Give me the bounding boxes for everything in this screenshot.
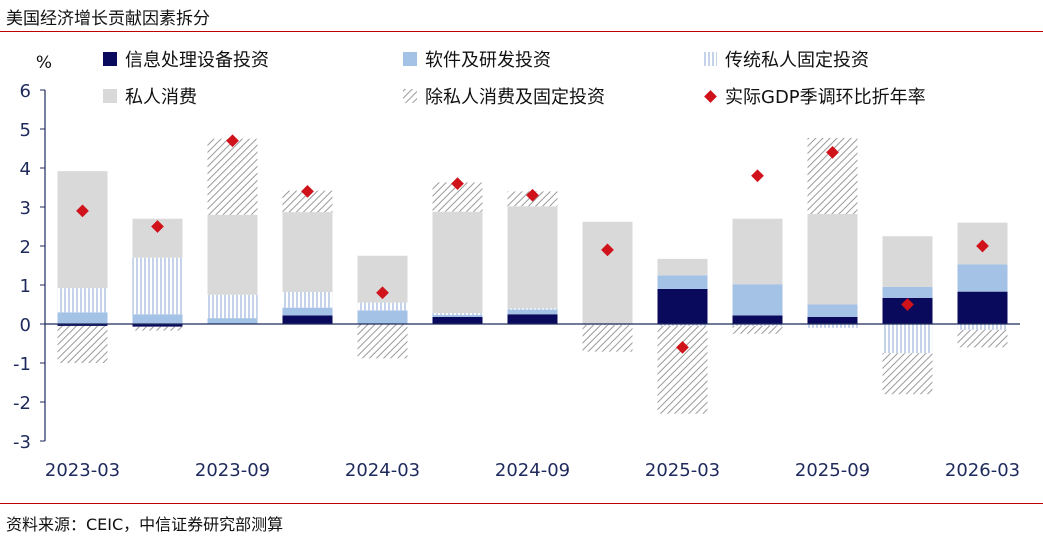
x-tick-label: 2025-09 bbox=[795, 460, 870, 481]
x-tick-label: 2024-09 bbox=[495, 460, 570, 481]
legend-swatch-gdp bbox=[704, 90, 717, 103]
source-note: 资料来源：CEIC，中信证券研究部测算 bbox=[6, 515, 284, 534]
bar-consumption-2025-06 bbox=[732, 218, 783, 285]
legend-swatch-traditional bbox=[703, 52, 717, 66]
bar-software-2025-12 bbox=[882, 286, 933, 298]
legend-label-consumption: 私人消费 bbox=[125, 87, 197, 108]
bar-traditional-2025-03 bbox=[657, 324, 708, 326]
top-rule bbox=[0, 31, 1043, 32]
bar-software-2023-12 bbox=[282, 307, 333, 316]
bottom-rule bbox=[0, 503, 1043, 504]
axes-layer: % -3 -2 -1 0 1 2 3 4 5 6 2023-03 2023-09 2024-03 2024-… bbox=[13, 53, 1020, 481]
bar-software-2024-09 bbox=[507, 309, 558, 315]
bar-software-2024-03 bbox=[357, 310, 408, 324]
bar-software-2023-09 bbox=[207, 318, 258, 324]
bar-other-2025-03 bbox=[657, 325, 708, 414]
legend-label-gdp: 实际GDP季调环比折年率 bbox=[725, 87, 926, 108]
gdp-point-2023-06 bbox=[151, 220, 164, 233]
bar-consumption-2023-09 bbox=[207, 214, 258, 295]
legend-label-traditional: 传统私人固定投资 bbox=[725, 50, 869, 71]
y-tick-label: 1 bbox=[20, 276, 31, 297]
bar-traditional-2024-09 bbox=[507, 308, 558, 310]
x-tick-label: 2023-09 bbox=[195, 460, 270, 481]
y-tick-label: 5 bbox=[20, 120, 31, 141]
y-tick-label: 3 bbox=[20, 198, 31, 219]
x-tick-label: 2025-03 bbox=[645, 460, 720, 481]
legend-label-equipment: 信息处理设备投资 bbox=[125, 50, 269, 71]
y-tick-label: -1 bbox=[13, 354, 31, 375]
bar-consumption-2024-12 bbox=[582, 221, 633, 324]
legend-label-software: 软件及研发投资 bbox=[425, 50, 551, 71]
x-tick-label: 2024-03 bbox=[345, 460, 420, 481]
bar-equipment-2023-12 bbox=[282, 315, 333, 324]
bar-other-2025-12 bbox=[882, 353, 933, 395]
bar-software-2023-06 bbox=[132, 314, 183, 324]
x-tick-label: 2026-03 bbox=[945, 460, 1020, 481]
bar-consumption-2023-03 bbox=[57, 171, 108, 289]
bar-other-2026-03 bbox=[957, 329, 1008, 348]
bar-traditional-2025-06 bbox=[732, 324, 783, 326]
bar-traditional-2023-06 bbox=[132, 257, 183, 315]
gdp-point-2023-03 bbox=[76, 204, 89, 218]
bar-software-2023-03 bbox=[57, 312, 108, 324]
x-tick-label: 2023-03 bbox=[45, 460, 120, 481]
bar-software-2025-06 bbox=[732, 284, 783, 316]
bar-equipment-2024-09 bbox=[507, 314, 558, 324]
bar-software-2025-09 bbox=[807, 304, 858, 317]
bar-equipment-2024-06 bbox=[432, 316, 483, 324]
legend-label-other: 除私人消费及固定投资 bbox=[425, 87, 605, 108]
bar-traditional-2023-12 bbox=[282, 292, 333, 308]
bar-other-2023-03 bbox=[57, 325, 108, 363]
y-tick-label: 0 bbox=[20, 315, 31, 336]
bar-software-2025-03 bbox=[657, 275, 708, 289]
legend-swatch-other bbox=[403, 89, 417, 103]
bar-consumption-2024-09 bbox=[507, 206, 558, 309]
bar-software-2024-06 bbox=[432, 315, 483, 317]
bar-consumption-2025-03 bbox=[657, 258, 708, 276]
bar-equipment-2025-06 bbox=[732, 315, 783, 324]
bar-consumption-2023-12 bbox=[282, 212, 333, 293]
y-tick-label: -2 bbox=[13, 393, 31, 414]
bar-traditional-2023-03 bbox=[57, 288, 108, 313]
bar-software-2026-03 bbox=[957, 264, 1008, 292]
bar-equipment-2023-03 bbox=[57, 324, 108, 326]
bar-traditional-2024-06 bbox=[432, 313, 483, 316]
bar-traditional-2026-03 bbox=[957, 324, 1008, 330]
legend-swatch-consumption bbox=[103, 89, 117, 103]
gdp-point-2023-12 bbox=[301, 185, 314, 198]
legend-swatch-software bbox=[403, 52, 417, 66]
gdp-point-2023-09 bbox=[226, 134, 239, 148]
y-tick-label: -3 bbox=[13, 432, 31, 453]
bar-other-2024-12 bbox=[582, 325, 633, 352]
bar-consumption-2025-12 bbox=[882, 236, 933, 287]
y-axis-unit: % bbox=[36, 53, 52, 73]
bar-other-2024-03 bbox=[357, 324, 408, 359]
bar-traditional-2025-09 bbox=[807, 324, 858, 328]
bar-other-2023-12 bbox=[282, 190, 333, 213]
y-tick-label: 4 bbox=[20, 159, 31, 180]
bar-layer bbox=[57, 137, 1008, 414]
bar-consumption-2025-09 bbox=[807, 214, 858, 305]
y-tick-label: 2 bbox=[20, 237, 31, 258]
gdp-point-2024-06 bbox=[451, 177, 464, 190]
bar-equipment-2026-03 bbox=[957, 291, 1008, 324]
y-tick-label: 6 bbox=[20, 81, 31, 102]
bar-consumption-2024-06 bbox=[432, 211, 483, 314]
bar-equipment-2025-03 bbox=[657, 288, 708, 324]
bar-other-2023-09 bbox=[207, 138, 258, 215]
bar-equipment-2025-09 bbox=[807, 316, 858, 324]
bar-traditional-2023-09 bbox=[207, 294, 258, 319]
chart-title: 美国经济增长贡献因素拆分 bbox=[6, 9, 210, 29]
legend-swatch-equipment bbox=[103, 52, 117, 66]
gdp-point-2025-06 bbox=[751, 169, 764, 183]
bar-traditional-2024-03 bbox=[357, 302, 408, 311]
bar-equipment-2023-06 bbox=[132, 324, 183, 327]
bar-other-2023-06 bbox=[132, 326, 183, 331]
bar-traditional-2025-12 bbox=[882, 324, 933, 354]
bar-other-2025-06 bbox=[732, 325, 783, 334]
